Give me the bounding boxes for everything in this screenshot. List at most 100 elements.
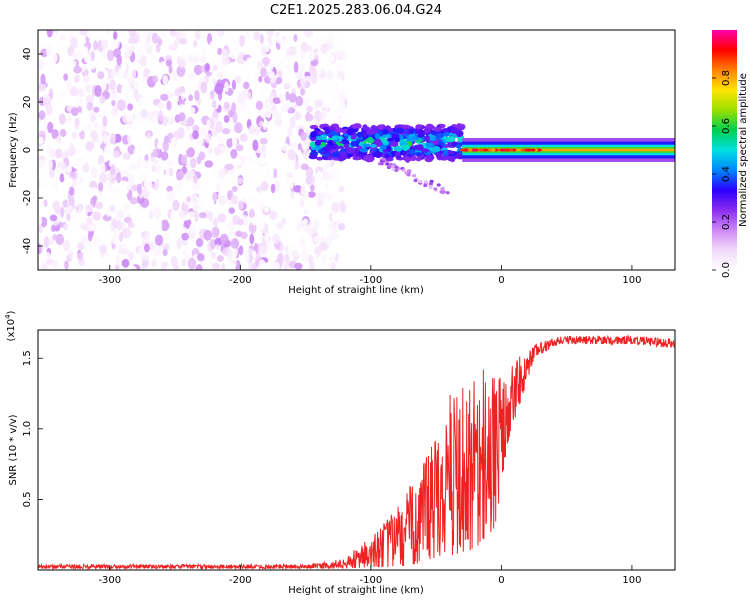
spectrogram-cell — [293, 61, 299, 73]
spectrogram-cell — [184, 143, 190, 150]
spectrogram-cell — [293, 185, 302, 193]
spectrogram-cell — [413, 179, 418, 183]
spectrogram-cell — [121, 44, 130, 54]
spectrogram-cell — [279, 37, 287, 49]
spectrogram-cell — [141, 258, 149, 269]
spectrogram-cell — [279, 93, 285, 103]
spectrogram-cell — [106, 49, 115, 61]
spectrogram-cell — [406, 173, 411, 177]
spectrogram-cell — [120, 180, 129, 188]
spectrogram-cell — [105, 30, 112, 35]
spectrogram-cell — [441, 128, 450, 133]
x-tick-label: -100 — [360, 275, 383, 286]
spectrogram-cell — [81, 144, 86, 153]
spectrogram-cell — [230, 195, 239, 205]
spectrogram-cell — [135, 111, 143, 123]
spectrogram-cell — [456, 126, 465, 131]
spectrogram-cell — [104, 195, 109, 203]
spectrogram-cell — [210, 199, 215, 212]
spectrogram-cell — [149, 92, 155, 103]
spectrogram-cell — [455, 144, 462, 149]
colorbar-tick-label: 0.0 — [721, 262, 732, 278]
spectrogram-cell — [300, 131, 307, 142]
spectrogram-cell — [298, 228, 304, 237]
snr-panel: -300 -200 -100 0 100 0.5 1.0 1.5 Height of str… — [4, 310, 676, 596]
spectrogram-cell — [162, 140, 169, 152]
spectrogram-cell — [313, 235, 321, 244]
spectrogram-cell — [411, 174, 416, 178]
spectrogram-cell — [198, 151, 206, 161]
spectrogram-cell — [379, 144, 388, 150]
spectrogram-cell — [77, 242, 84, 251]
spectrogram-cell — [293, 34, 298, 42]
spectrogram-cell — [302, 142, 308, 152]
spectrogram-cell — [91, 70, 97, 79]
x-tick-label: 100 — [622, 275, 641, 286]
spectrogram-cell — [215, 121, 223, 133]
spectrogram-cell — [136, 183, 143, 195]
spectrogram-cell — [235, 230, 243, 237]
spectrogram-cell — [260, 111, 268, 119]
spectrogram-cell — [436, 183, 441, 187]
spectrogram-cell — [249, 153, 258, 166]
spectrogram-cell — [169, 177, 178, 185]
spectrogram-cell — [331, 135, 339, 141]
spectrogram-cell — [121, 258, 130, 268]
spectrogram-cell — [203, 229, 212, 241]
spectrogram-cell — [90, 166, 98, 179]
spectrogram-cell — [295, 95, 304, 107]
spectrogram-cell — [216, 182, 221, 194]
spectrogram-cell — [255, 100, 264, 111]
spectrogram-cell — [78, 122, 83, 133]
spectrogram-cell — [172, 264, 180, 270]
spectrogram-cell — [162, 248, 168, 256]
spectrogram-cell — [55, 167, 62, 174]
spectrogram-cell — [425, 142, 434, 149]
spectrogram-cell — [133, 81, 140, 88]
spectrogram-cell — [326, 32, 335, 44]
spectrogram-cell — [340, 151, 348, 158]
spectrogram-cell — [297, 143, 302, 151]
spectrogram-cell — [238, 91, 247, 103]
spectrogram-cell — [280, 104, 289, 113]
spectrogram-cell — [86, 223, 95, 232]
spectrogram-cell — [324, 196, 329, 205]
spectrogram-cell — [294, 262, 303, 270]
spectrogram-cell — [210, 251, 217, 260]
spectrogram-cell — [330, 262, 336, 270]
spectrogram-cell — [178, 38, 188, 45]
colorbar: 0.0 0.2 0.4 0.6 0.8 Normalized spectral ampl… — [712, 30, 749, 278]
spectrogram-cell — [192, 182, 201, 191]
spectrogram-cell — [230, 238, 240, 249]
spectrogram-cell — [440, 186, 445, 190]
spectrogram-cell — [144, 231, 151, 244]
spectrogram-cell — [281, 227, 287, 237]
spectrogram-cell — [159, 61, 165, 71]
spectrogram-cell — [286, 30, 294, 34]
spectrogram-cell — [76, 227, 84, 238]
spectrogram-cell — [386, 145, 392, 152]
spectrogram-cell — [186, 169, 191, 181]
spectrogram-cell — [116, 219, 122, 231]
spectrogram-cell — [77, 88, 84, 97]
spectrogram-cell — [222, 94, 230, 102]
spectrogram-cell — [47, 121, 54, 134]
y-tick-label: 40 — [22, 48, 33, 61]
spectrogram-cell — [338, 37, 343, 48]
spectrogram-cell — [248, 125, 257, 135]
spectrogram-cell — [222, 127, 231, 135]
spectrogram-cell — [180, 238, 189, 246]
spectrogram-cell — [77, 156, 87, 166]
spectrogram-cell — [124, 91, 129, 103]
spectrogram-cell — [170, 210, 175, 223]
spectrogram-cell — [116, 54, 122, 66]
spectrogram-cell — [69, 86, 79, 97]
spectrogram-cell — [124, 85, 133, 92]
spectrogram-cell — [192, 130, 199, 140]
spectrogram-cell — [304, 75, 311, 82]
spectrogram-cell — [82, 164, 88, 172]
spectrogram-cell — [341, 138, 348, 145]
spectrogram-cell — [192, 54, 200, 65]
spectrogram-cell — [68, 186, 75, 197]
spectrogram-cell — [121, 168, 130, 176]
